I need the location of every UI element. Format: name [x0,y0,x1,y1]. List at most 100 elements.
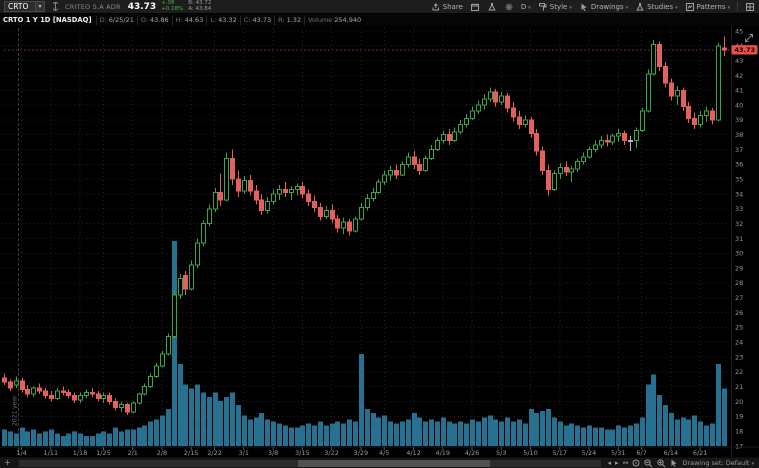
candle-body [599,140,604,146]
candle-body [651,43,656,75]
volume-bar [113,427,118,446]
share-button[interactable]: Share [431,2,463,12]
candle-body [248,180,253,192]
volume-bar [96,433,101,446]
candle-body [84,392,89,397]
candle-body [154,365,159,377]
ohlc-high: H: 44.63 [171,15,207,25]
pan-right-icon[interactable]: ▸ [615,458,619,467]
candle-body [376,181,381,194]
last-price-bubble-text: 43.73 [735,46,756,54]
toolbar-right-group: Share D ▾ Style ▾ Drawings ▾ [431,2,755,12]
candle-body [166,335,171,355]
pan-left-icon[interactable]: ◂ [607,458,612,467]
style-button[interactable]: Style ▾ [538,2,572,12]
price-volume-chart[interactable]: 2021 year 17 18 19 20 21 22 23 24 25 26 27 28 29 30 31 3… [0,26,759,457]
volume-bar [55,433,60,446]
volume-bar [254,417,259,446]
price-axis-label: 43 [735,57,743,65]
candle-body [365,197,370,208]
chart-area: 2021 year 17 18 19 20 21 22 23 24 25 26 27 28 29 30 31 3… [0,26,759,457]
price-axis-label: 32 [735,220,743,228]
volume-bar [14,433,19,446]
date-axis-label: 5/31 [611,449,626,457]
candle-body [283,189,288,194]
candle-body [61,390,66,394]
candle-body [142,386,147,395]
price-axis-label: 34 [735,190,743,198]
symbol-dropdown-caret[interactable]: ▾ [35,2,44,11]
volume-bar [722,388,727,446]
candle-body [178,277,183,296]
grid-layout-icon[interactable] [745,2,755,12]
fit-width-icon[interactable]: ↔ [622,458,629,467]
chart-scrollbar[interactable] [19,459,601,467]
studies-button[interactable]: Studies ▾ [635,2,678,12]
volume-bar [435,421,440,446]
volume-bar [43,431,48,446]
drawing-set-selector[interactable]: Drawing set: Default ▾ [682,459,754,467]
candle-body [657,43,662,68]
date-axis-label: 5/10 [523,449,538,457]
reset-zoom-icon[interactable] [632,459,640,467]
volume-bar [160,415,165,446]
volume-bar [172,241,177,446]
timeframe-button[interactable]: D ▾ [520,2,531,11]
volume-bar [610,429,615,446]
volume-bar [347,419,352,446]
candle-body [610,135,615,143]
candle-body [447,134,452,142]
pointer-icon[interactable] [670,459,678,467]
volume-bar [412,413,417,446]
volume-bar [324,425,329,446]
candle-body [534,132,539,152]
candle-body [452,131,457,142]
symbol-value: CRTO [8,2,29,11]
link-icon[interactable] [50,2,60,12]
candle-body [218,192,223,201]
gear-icon[interactable] [504,2,514,12]
zoom-in-icon[interactable] [657,458,666,468]
volume-bar [458,421,463,446]
zoom-out-icon[interactable] [644,458,653,468]
chart-title: CRTO 1 Y 1D [NASDAQ] [3,16,92,24]
candle-body [43,390,48,397]
volume-bar [25,431,30,446]
candle-body [517,116,522,125]
volume-bar [137,427,142,446]
candle-body [8,381,13,389]
date-axis-label: 2/1 [127,449,137,457]
beaker-icon[interactable] [487,2,497,12]
volume-bar [20,427,25,446]
candle-body [646,73,651,112]
price-axis-label: 40 [735,101,743,109]
candle-body [587,149,592,158]
drawings-button[interactable]: Drawings ▾ [579,2,628,12]
patterns-button[interactable]: Patterns ▾ [685,2,730,12]
price-axis-label: 21 [735,383,743,391]
volume-bar [540,411,545,446]
candle-body [242,180,247,192]
ohlc-volume: Volume 254,940 [304,15,364,25]
volume-bar [417,417,422,446]
candle-body [605,140,610,143]
candle-body [306,193,311,202]
volume-bar [119,431,124,446]
date-axis-label: 3/29 [354,449,369,457]
price-axis-label: 27 [735,294,743,302]
candle-body [107,395,112,402]
add-chart-button[interactable]: + [4,458,11,467]
candle-body [49,395,54,400]
expand-chart-icon[interactable] [745,27,753,46]
candle-body [189,264,194,290]
date-axis-label: 1/11 [43,449,58,457]
calendar-icon[interactable] [470,2,480,12]
symbol-input[interactable]: CRTO ▾ [4,1,45,12]
date-axis-label: 3/15 [295,449,310,457]
candle-body [201,223,206,244]
scrollbar-thumb[interactable] [298,459,491,467]
candle-body [312,200,317,208]
candle-body [493,91,498,103]
volume-bar [183,384,188,446]
candle-body [300,186,305,195]
